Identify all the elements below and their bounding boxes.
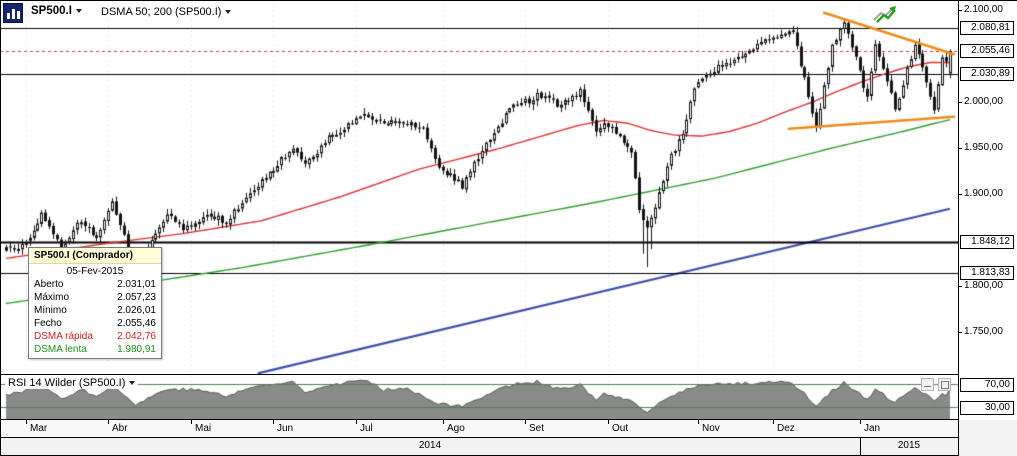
price-axis-tick bbox=[959, 332, 962, 333]
data-window-tooltip: SP500.I (Comprador) 05-Fev-2015 Aberto 2… bbox=[28, 247, 162, 359]
tooltip-row-value: 1.980,91 bbox=[117, 344, 156, 355]
price-axis-label: 1.900,00 bbox=[964, 188, 1003, 200]
month-label: Dez bbox=[777, 423, 795, 434]
logo-bar-icon bbox=[11, 9, 15, 19]
minimize-icon[interactable] bbox=[921, 378, 934, 391]
chevron-down-icon bbox=[75, 9, 82, 13]
app-logo bbox=[3, 3, 23, 23]
month-tick bbox=[773, 420, 774, 424]
price-axis-label: 1.750,00 bbox=[964, 326, 1003, 338]
year-label: 2014 bbox=[418, 440, 442, 451]
month-label: Jul bbox=[360, 423, 373, 434]
price-axis-tick bbox=[959, 194, 962, 195]
price-axis-tick bbox=[959, 10, 962, 11]
month-tick bbox=[698, 420, 699, 424]
price-axis-box: 2.080,81 bbox=[960, 20, 1014, 35]
tooltip-title: SP500.I (Comprador) bbox=[29, 248, 161, 264]
logo-bar-icon bbox=[16, 11, 20, 19]
maximize-icon[interactable] bbox=[938, 378, 951, 391]
trend-tool-button[interactable] bbox=[872, 4, 898, 24]
window-frame-top bbox=[0, 0, 1017, 1]
price-axis-tick bbox=[959, 286, 962, 287]
axis-corner bbox=[959, 420, 1017, 456]
tooltip-row-label: Fecho bbox=[34, 318, 62, 329]
month-tick bbox=[860, 420, 861, 424]
indicator-selector[interactable]: DSMA 50; 200 (SP500.I) bbox=[99, 6, 234, 18]
tooltip-row-value: 2.026,01 bbox=[117, 305, 156, 316]
rsi-axis-box: 30,00 bbox=[960, 401, 1014, 415]
trend-arrow-icon bbox=[873, 6, 896, 23]
month-label: Abr bbox=[112, 423, 128, 434]
month-tick bbox=[525, 420, 526, 424]
tooltip-row-value: 2.031,01 bbox=[117, 279, 156, 290]
window-frame-left bbox=[0, 0, 1, 456]
tooltip-row-value: 2.057,23 bbox=[117, 292, 156, 303]
tooltip-row-value: 2.055,46 bbox=[117, 318, 156, 329]
tooltip-row: Mínimo 2.026,01 bbox=[29, 304, 161, 317]
logo-bar-icon bbox=[6, 13, 10, 19]
rsi-chart[interactable] bbox=[0, 375, 958, 419]
tooltip-date: 05-Fev-2015 bbox=[66, 266, 124, 277]
tooltip-row: DSMA rápida 2.042,76 bbox=[29, 330, 161, 343]
month-label: Mai bbox=[195, 423, 212, 434]
price-axis-box: 1.813,83 bbox=[960, 266, 1014, 281]
tooltip-row-label: Máximo bbox=[34, 292, 70, 303]
price-axis-label: 1.950,00 bbox=[964, 142, 1003, 154]
chevron-down-icon bbox=[225, 10, 232, 14]
tooltip-row-label: Aberto bbox=[34, 279, 64, 290]
rsi-label: RSI 14 Wilder (SP500.I) bbox=[8, 377, 126, 389]
price-axis-line bbox=[958, 0, 959, 456]
month-tick bbox=[273, 420, 274, 424]
year-label: 2015 bbox=[897, 440, 921, 451]
price-axis-tick bbox=[959, 148, 962, 149]
month-tick bbox=[108, 420, 109, 424]
month-label: Set bbox=[529, 423, 545, 434]
time-axis-years: 2014 2015 bbox=[0, 438, 958, 456]
month-label: Nov bbox=[702, 423, 720, 434]
month-label: Mar bbox=[30, 423, 48, 434]
month-label: Ago bbox=[447, 423, 465, 434]
month-tick bbox=[26, 420, 27, 424]
symbol-label: SP500.I bbox=[31, 5, 72, 17]
price-axis[interactable]: 2.100,00 2.000,00 1.950,00 1.900,00 1.800,00… bbox=[959, 0, 1017, 420]
month-label: Jan bbox=[864, 423, 881, 434]
symbol-selector[interactable]: SP500.I bbox=[29, 5, 84, 17]
month-tick bbox=[191, 420, 192, 424]
tooltip-row-label: DSMA rápida bbox=[34, 331, 93, 342]
price-axis-box: 1.848,12 bbox=[960, 234, 1014, 249]
month-label: Jun bbox=[277, 423, 294, 434]
tooltip-row-value: 2.042,76 bbox=[117, 331, 156, 342]
tooltip-row: Máximo 2.057,23 bbox=[29, 291, 161, 304]
price-axis-label: 2.000,00 bbox=[964, 96, 1003, 108]
price-axis-box: 2.055,46 bbox=[960, 44, 1014, 58]
month-tick bbox=[608, 420, 609, 424]
tooltip-row: Fecho 2.055,46 bbox=[29, 317, 161, 330]
month-tick bbox=[443, 420, 444, 424]
month-label: Out bbox=[612, 423, 629, 434]
tooltip-row-label: DSMA lenta bbox=[34, 344, 87, 355]
indicator-label: DSMA 50; 200 (SP500.I) bbox=[101, 6, 222, 18]
price-axis-tick bbox=[959, 102, 962, 103]
pane-divider bbox=[0, 419, 958, 420]
tooltip-row: Aberto 2.031,01 bbox=[29, 278, 161, 291]
tooltip-row: DSMA lenta 1.980,91 bbox=[29, 343, 161, 358]
price-axis-box: 2.030,89 bbox=[960, 66, 1014, 81]
price-axis-label: 2.100,00 bbox=[964, 4, 1003, 16]
price-axis-label: 1.800,00 bbox=[964, 280, 1003, 292]
rsi-indicator-selector[interactable]: RSI 14 Wilder (SP500.I) bbox=[5, 377, 139, 389]
year-divider bbox=[860, 438, 861, 455]
month-tick bbox=[356, 420, 357, 424]
chevron-down-icon bbox=[129, 381, 136, 385]
tooltip-row-label: Mínimo bbox=[34, 305, 67, 316]
rsi-axis-box: 70,00 bbox=[960, 378, 1014, 392]
time-axis-months: Mar Abr Mai Jun Jul Ago Set Out Nov Dez Jan bbox=[0, 420, 958, 438]
rsi-panel-controls bbox=[921, 378, 951, 391]
pane-divider bbox=[0, 374, 958, 375]
